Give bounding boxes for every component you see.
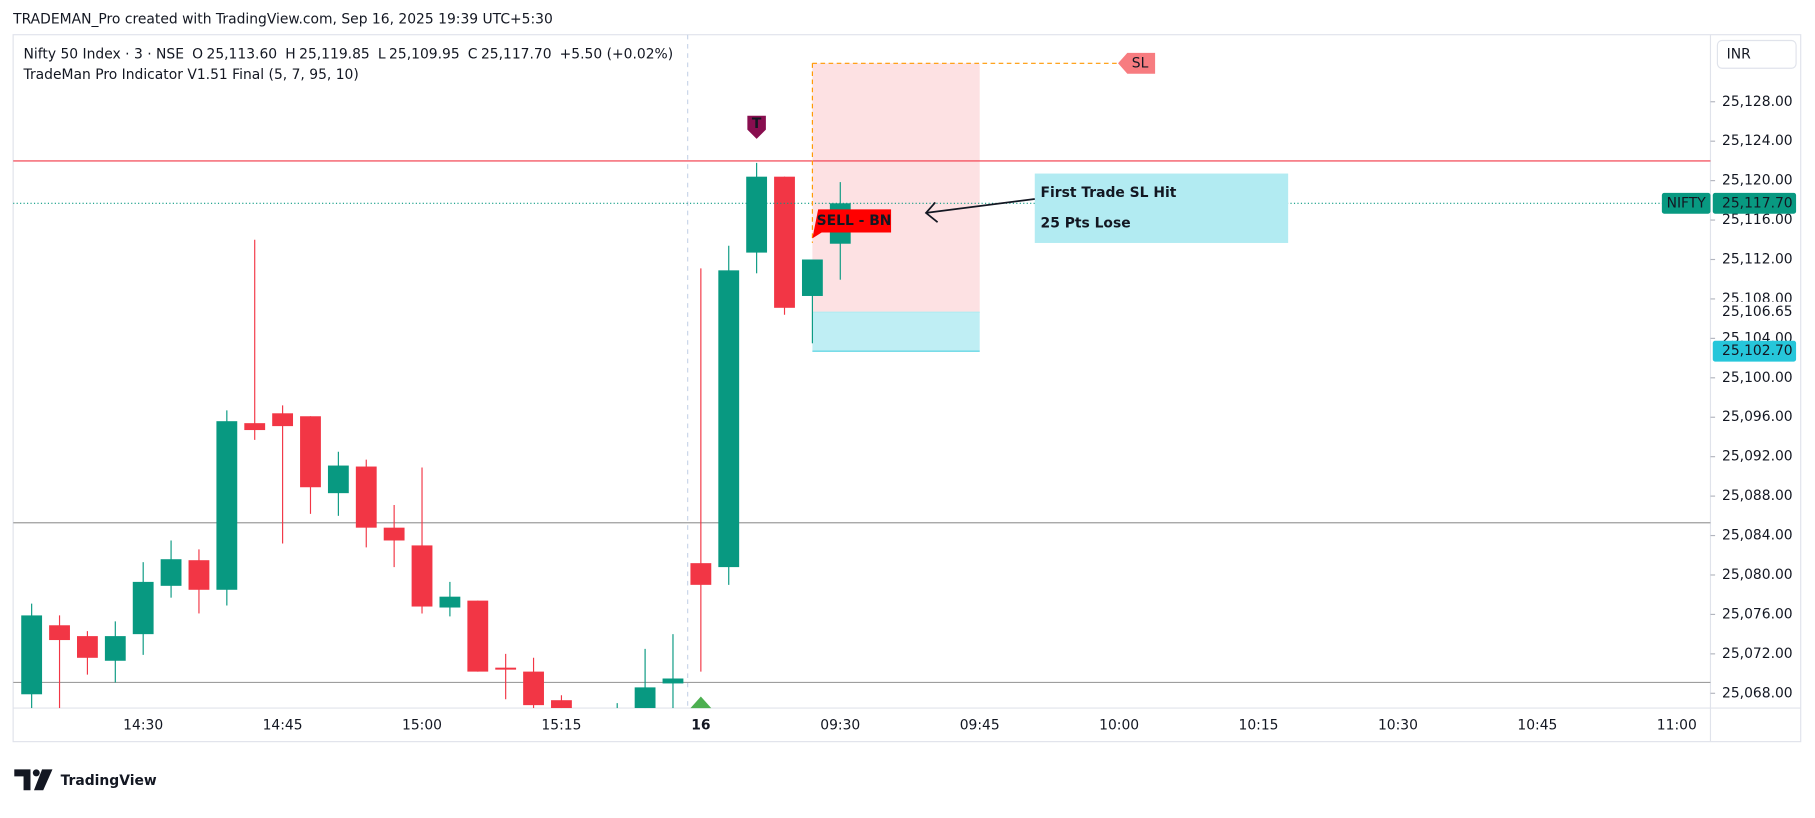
annotation-text: First Trade SL Hit [1041,185,1177,201]
signal-label: SELL - BN [817,213,892,229]
y-tick-label: 25,128.00 [1722,94,1793,110]
logo [14,769,53,791]
buy-marker [690,696,712,709]
candle-body [383,527,405,541]
plot [13,63,1711,709]
candle-body [216,421,238,590]
currency[interactable]: INR [1727,46,1751,62]
y-tick-label: 25,096.00 [1722,409,1793,425]
header: TRADEMAN_Pro created with TradingView.co… [12,12,553,28]
x-tick-label: 11:00 [1657,717,1697,733]
candle-body [801,259,823,296]
y-tick-label: 25,072.00 [1722,646,1793,662]
target-label: 25,102.70 [1722,343,1793,359]
target-zone [812,312,980,352]
legend-text: 25,113.60 [206,46,277,62]
candle-body [774,176,795,308]
y-tick-label: 25,116.00 [1722,212,1793,228]
candle-body [49,625,70,641]
y-tick-label: 25,112.00 [1722,251,1793,267]
candle-body [300,416,321,488]
y-tick-label: 25,124.00 [1722,133,1793,149]
y-tick-label: 25,068.00 [1722,685,1793,701]
candle-body [634,687,656,709]
x-tick-label: 14:30 [123,717,163,733]
candle-body [467,600,489,672]
x-tick-label: 16 [691,717,710,733]
x-tick-label: 09:30 [820,717,860,733]
sl-tag [1118,52,1156,74]
legend-text: 25,109.95 [389,46,460,62]
candle-body [188,560,210,590]
signal-marker [812,209,892,239]
candle-body [551,700,572,709]
legend-text: C [468,46,478,62]
candle-body [244,423,266,431]
candle-body [411,545,433,607]
y-tick-label: 25,120.00 [1722,173,1793,189]
candle-body [690,563,712,585]
sl-label: SL [1132,55,1149,71]
candle-body [160,559,182,586]
candle-body [662,678,684,684]
y-tick-label: 25,076.00 [1722,606,1793,622]
chart-frame [12,34,1802,743]
x-tick-label: 15:15 [541,717,581,733]
y-tick-label: 25,100.00 [1722,370,1793,386]
legend-text: O [192,46,203,62]
candle-body [718,270,740,568]
candle-body [606,708,628,709]
x-tick-label: 10:30 [1378,717,1418,733]
candle-body [355,466,377,528]
x-tick-label: 10:15 [1239,717,1279,733]
legend-text: L [378,46,386,62]
x-tick-label: 10:45 [1517,717,1557,733]
legend-text: H [285,46,295,62]
target-badge [1712,340,1797,362]
candle-body [104,636,126,661]
candle-body [272,413,294,427]
entry-label: 25,106.65 [1722,304,1793,320]
footer-brand: TradingView [61,773,157,789]
legend-text: +5.50 (+0.02%) [560,46,673,62]
last-price-badge [1661,192,1711,214]
last-price-name: NIFTY [1667,195,1707,211]
candle-body [132,581,154,635]
annotation-text: 25 Pts Lose [1041,215,1131,231]
last-price-label: 25,117.70 [1722,195,1793,211]
legend-text: 25,119.85 [299,46,370,62]
x-tick-label: 10:00 [1099,717,1139,733]
candle-body [21,615,43,695]
candle-body [77,636,98,658]
last-price-badge [1712,192,1797,214]
candle-body [746,176,768,253]
legend-text: 25,117.70 [481,46,552,62]
candle-body [495,667,517,670]
x-tick-label: 14:45 [263,717,303,733]
signal-marker [747,115,766,139]
y-tick-label: 25,092.00 [1722,449,1793,465]
candle-body [439,596,461,608]
y-tick-label: 25,084.00 [1722,528,1793,544]
candle-body [523,671,544,706]
legend-text: Nifty 50 Index · 3 · NSE [24,46,184,62]
x-tick-label: 09:45 [960,717,1000,733]
candle-body [327,465,349,494]
signal-label: T [752,116,762,132]
indicator-name: TradeMan Pro Indicator V1.51 Final (5, 7… [23,67,359,83]
annotation-box [1034,173,1289,243]
y-tick-label: 25,088.00 [1722,488,1793,504]
x-tick-label: 15:00 [402,717,442,733]
arrow-head [924,201,939,223]
annotation-arrow [925,198,1035,214]
legend: Nifty 50 Index · 3 · NSE O 25,113.60 H 25,11… [24,46,674,62]
currency-button[interactable] [1716,39,1797,69]
y-tick-label: 25,080.00 [1722,567,1793,583]
entry-badge [1712,301,1797,323]
stop-zone [812,63,980,313]
